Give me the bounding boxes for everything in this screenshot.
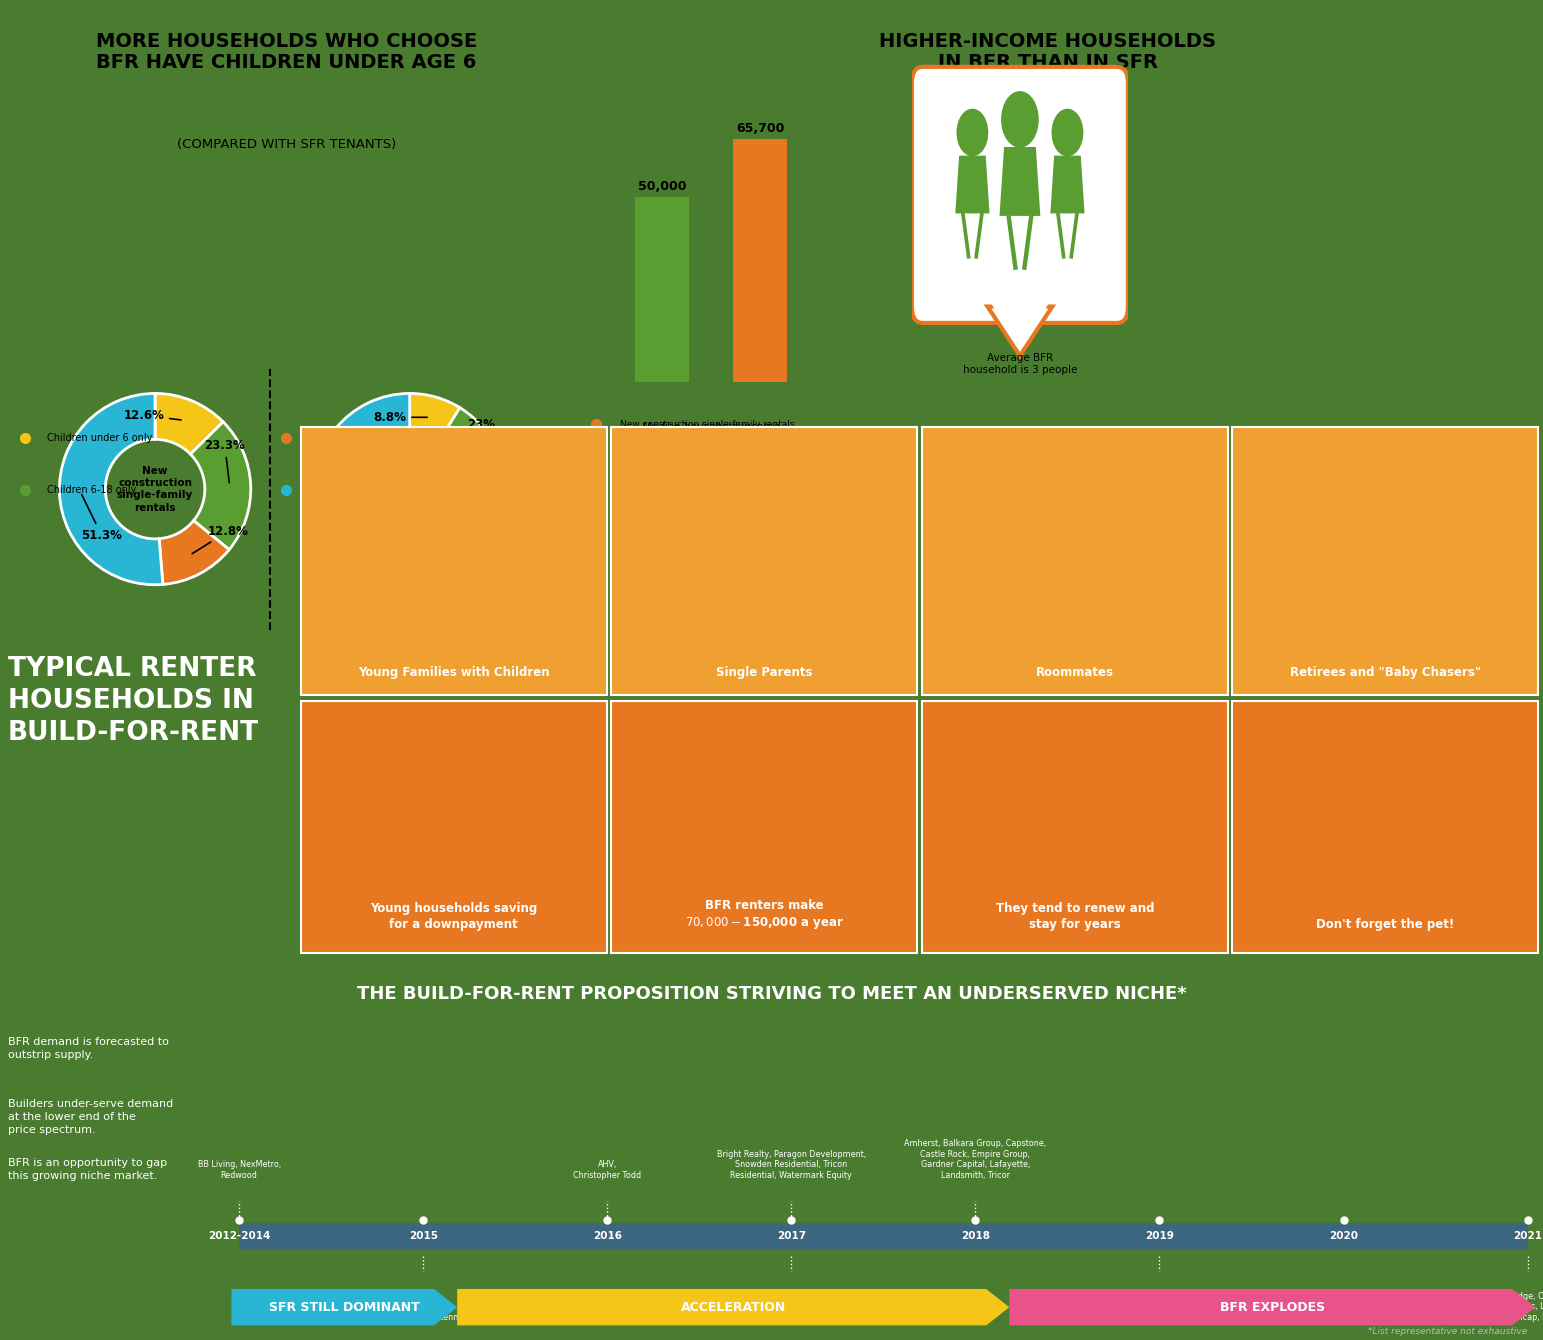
- Text: 2017: 2017: [776, 1231, 805, 1241]
- Text: All
single-family
rentals: All single-family rentals: [372, 472, 447, 507]
- Text: Don't forget the pet!: Don't forget the pet!: [1316, 918, 1455, 931]
- FancyBboxPatch shape: [912, 67, 1128, 323]
- Text: 8.8%: 8.8%: [373, 411, 427, 423]
- Wedge shape: [190, 422, 250, 549]
- Text: *List representative not exhaustive: *List representative not exhaustive: [1369, 1328, 1528, 1336]
- Polygon shape: [1051, 155, 1085, 213]
- Circle shape: [1001, 92, 1038, 147]
- Text: ACCELERATION: ACCELERATION: [680, 1301, 785, 1313]
- Text: Average BFR
household is 3 people: Average BFR household is 3 people: [963, 352, 1077, 375]
- Text: BB Living, NexMetro,
Redwood: BB Living, NexMetro, Redwood: [198, 1160, 281, 1179]
- Text: Centarbridge, Crescent,
Invitation Homes, Lynd Living,
Pretium, Resicap, Rockpoi: Centarbridge, Crescent, Invitation Homes…: [1467, 1292, 1543, 1321]
- Text: Excanto Living,
Taylor Morrison: Excanto Living, Taylor Morrison: [1129, 1302, 1190, 1321]
- Text: Median household income
in the past 12 months: Median household income in the past 12 m…: [643, 422, 779, 445]
- Text: All single-family rentals: All single-family rentals: [620, 469, 727, 478]
- Text: Roommates: Roommates: [1035, 666, 1114, 679]
- Bar: [611, 701, 917, 953]
- Text: Young households saving
for a downpayment: Young households saving for a downpaymen…: [370, 902, 537, 931]
- Text: MORE HOUSEHOLDS WHO CHOOSE
BFR HAVE CHILDREN UNDER AGE 6: MORE HOUSEHOLDS WHO CHOOSE BFR HAVE CHIL…: [96, 32, 477, 72]
- Text: 12.8%: 12.8%: [193, 525, 248, 553]
- Bar: [239, 1223, 1528, 1249]
- Text: Bright Realty, Paragon Development,
Snowden Residential, Tricon
Residential, Wat: Bright Realty, Paragon Development, Snow…: [717, 1150, 866, 1179]
- Circle shape: [1052, 110, 1083, 155]
- Text: 51.3%: 51.3%: [82, 494, 122, 541]
- Circle shape: [957, 110, 988, 155]
- Text: 11.6%: 11.6%: [464, 509, 522, 540]
- Text: 65,700: 65,700: [736, 122, 784, 135]
- Text: THE BUILD-FOR-RENT PROPOSITION STRIVING TO MEET AN UNDERSERVED NICHE*: THE BUILD-FOR-RENT PROPOSITION STRIVING …: [356, 985, 1187, 1002]
- Polygon shape: [988, 307, 1052, 355]
- Bar: [923, 427, 1228, 695]
- Text: New
construction
single-family
rentals: New construction single-family rentals: [117, 465, 193, 513]
- Text: BFR EXPLODES: BFR EXPLODES: [1221, 1301, 1325, 1313]
- Text: Children under 6 only: Children under 6 only: [46, 433, 153, 442]
- Wedge shape: [315, 394, 449, 584]
- Text: 2019: 2019: [1145, 1231, 1174, 1241]
- Wedge shape: [409, 394, 460, 446]
- Bar: [301, 701, 606, 953]
- Text: 2015: 2015: [409, 1231, 438, 1241]
- Wedge shape: [430, 509, 497, 576]
- Wedge shape: [159, 520, 230, 584]
- Text: Single Parents: Single Parents: [716, 666, 813, 679]
- Polygon shape: [231, 1289, 457, 1325]
- Polygon shape: [992, 303, 1048, 350]
- Polygon shape: [457, 1289, 1009, 1325]
- Bar: [733, 139, 787, 382]
- Text: BFR demand is forecasted to
outstrip supply.: BFR demand is forecasted to outstrip sup…: [8, 1037, 168, 1060]
- Bar: [301, 427, 606, 695]
- Text: They tend to renew and
stay for years: They tend to renew and stay for years: [995, 902, 1154, 931]
- Polygon shape: [1000, 147, 1040, 216]
- Bar: [1233, 701, 1538, 953]
- Text: BFR is an opportunity to gap
this growing niche market.: BFR is an opportunity to gap this growin…: [8, 1158, 167, 1181]
- Text: 2012-2014: 2012-2014: [208, 1231, 270, 1241]
- Bar: [1233, 427, 1538, 695]
- Polygon shape: [955, 155, 989, 213]
- Text: 23.3%: 23.3%: [205, 440, 245, 482]
- Text: TYPICAL RENTER
HOUSEHOLDS IN
BUILD-FOR-RENT: TYPICAL RENTER HOUSEHOLDS IN BUILD-FOR-R…: [8, 655, 259, 746]
- Bar: [923, 701, 1228, 953]
- Wedge shape: [154, 394, 224, 454]
- Bar: [636, 197, 690, 382]
- Text: New construction single-family rentals: New construction single-family rentals: [620, 419, 795, 429]
- Text: Young Families with Children: Young Families with Children: [358, 666, 549, 679]
- Wedge shape: [60, 394, 164, 584]
- Wedge shape: [435, 407, 505, 528]
- Text: Retirees and "Baby Chasers": Retirees and "Baby Chasers": [1290, 666, 1481, 679]
- Text: No children: No children: [307, 485, 363, 494]
- Text: Source: NAHB tabulation of the 2019
American Community Survey: Source: NAHB tabulation of the 2019 Amer…: [1359, 437, 1515, 457]
- Text: Builders under-serve demand
at the lower end of the
price spectrum.: Builders under-serve demand at the lower…: [8, 1099, 173, 1135]
- Text: 23%: 23%: [468, 418, 495, 465]
- Bar: [611, 427, 917, 695]
- Text: HIGHER-INCOME HOUSEHOLDS
IN BFR THAN IN SFR: HIGHER-INCOME HOUSEHOLDS IN BFR THAN IN …: [880, 32, 1216, 72]
- Text: Children in both groups: Children in both groups: [307, 433, 423, 442]
- Text: 2021: 2021: [1514, 1231, 1541, 1241]
- Text: AHV,
Christopher Todd: AHV, Christopher Todd: [572, 1160, 642, 1179]
- Text: AH4R, Bridge Tower,
Cavan: AH4R, Bridge Tower, Cavan: [751, 1302, 832, 1321]
- Text: BFR renters make
$70,000-$150,000 a year: BFR renters make $70,000-$150,000 a year: [685, 899, 844, 931]
- Polygon shape: [1009, 1289, 1535, 1325]
- Text: Children 6-18 only: Children 6-18 only: [46, 485, 136, 494]
- Text: 2016: 2016: [593, 1231, 622, 1241]
- Text: Source: NAHB tabulation of the
2019 American Community Survey: Source: NAHB tabulation of the 2019 Amer…: [400, 450, 548, 472]
- Text: 56.7%: 56.7%: [338, 507, 384, 553]
- Text: (COMPARED WITH SFR TENANTS): (COMPARED WITH SFR TENANTS): [176, 138, 397, 151]
- Text: 2018: 2018: [961, 1231, 991, 1241]
- Text: SFR STILL DOMINANT: SFR STILL DOMINANT: [268, 1301, 420, 1313]
- Text: Amherst, Balkara Group, Capstone,
Castle Rock, Empire Group,
Gardner Capital, La: Amherst, Balkara Group, Capstone, Castle…: [904, 1139, 1046, 1179]
- Text: 50,000: 50,000: [637, 180, 687, 193]
- Text: 12.6%: 12.6%: [123, 409, 181, 422]
- Text: Camillo Homes,
Homes Urban, Lennar: Camillo Homes, Homes Urban, Lennar: [380, 1302, 468, 1321]
- Text: 2020: 2020: [1329, 1231, 1358, 1241]
